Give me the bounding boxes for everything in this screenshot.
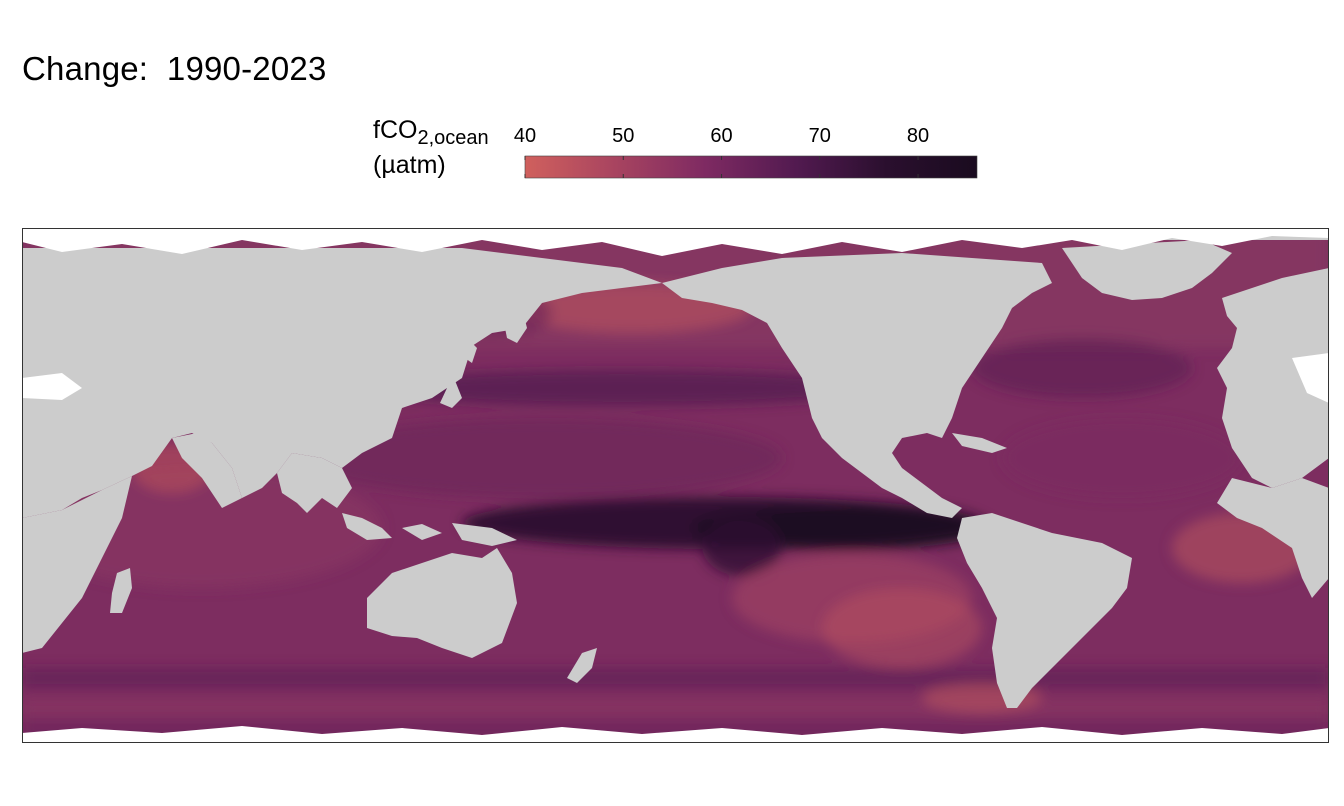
colorbar-tick-label: 60 bbox=[710, 125, 732, 147]
colorbar-tick-label: 70 bbox=[809, 125, 831, 147]
colorbar: 40 50 60 70 80 bbox=[514, 125, 978, 179]
legend-subscript: 2,ocean bbox=[417, 127, 489, 149]
colorbar-rect bbox=[524, 155, 978, 179]
map-frame bbox=[22, 228, 1329, 743]
legend-title: fCO2,ocean (µatm) bbox=[373, 115, 489, 180]
map-panel bbox=[22, 228, 1329, 743]
colorbar-tick-label: 50 bbox=[612, 125, 634, 147]
legend-variable: fCO bbox=[373, 116, 418, 144]
no-data bbox=[22, 228, 1329, 743]
fco2-change-map bbox=[22, 228, 1329, 743]
colorbar-tick-label: 40 bbox=[514, 125, 536, 147]
legend-unit: (µatm) bbox=[373, 151, 446, 179]
colorbar-tick-label: 80 bbox=[907, 125, 929, 147]
colorbar-ticks: 40 50 60 70 80 bbox=[514, 125, 929, 178]
map-title: Change: 1990-2023 bbox=[22, 50, 327, 87]
